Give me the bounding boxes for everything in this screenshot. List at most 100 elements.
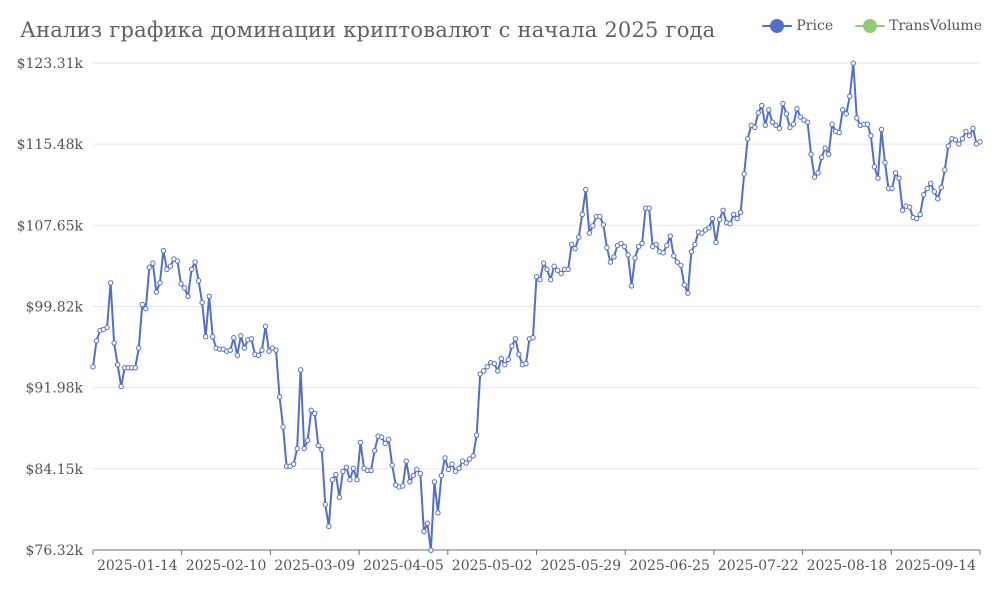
price-point — [871, 164, 878, 170]
price-point — [766, 107, 772, 113]
price-point — [484, 364, 490, 370]
price-point — [368, 467, 374, 474]
price-point — [681, 282, 688, 288]
price-point — [727, 221, 733, 227]
price-point — [481, 368, 487, 374]
price-point — [414, 466, 420, 473]
price-point — [255, 352, 262, 359]
price-point — [586, 230, 592, 236]
price-point — [333, 471, 339, 478]
price-point — [301, 445, 307, 452]
price-point — [568, 241, 575, 248]
price-point — [308, 407, 314, 413]
price-point — [864, 121, 871, 127]
price-point — [547, 277, 554, 283]
price-point — [192, 259, 198, 265]
price-point — [290, 461, 297, 467]
price-point — [136, 345, 142, 351]
price-point — [878, 126, 885, 133]
price-point — [688, 249, 695, 255]
price-point — [752, 124, 758, 131]
price-point — [206, 293, 212, 299]
price-point — [262, 323, 269, 330]
legend-swatch-price — [762, 19, 793, 33]
price-point — [847, 93, 853, 99]
y-tick-label: $123.31k — [17, 56, 84, 72]
legend-item-transvolume[interactable]: TransVolume — [855, 18, 982, 34]
price-point — [935, 196, 941, 202]
legend-item-price[interactable]: Price — [762, 18, 833, 34]
price-point — [209, 334, 216, 340]
legend-label-transvolume: TransVolume — [889, 18, 982, 34]
price-point — [417, 470, 424, 477]
x-tick-label: 2025-08-18 — [807, 558, 888, 574]
chart-title: Анализ графика доминации криптовалют с н… — [20, 18, 716, 42]
y-tick-label: $107.65k — [17, 218, 84, 234]
price-point — [424, 520, 431, 526]
price-point — [305, 437, 311, 444]
price-point — [540, 260, 547, 266]
price-point — [773, 122, 779, 128]
price-point — [174, 258, 181, 264]
price-point — [829, 121, 835, 127]
price-point — [407, 479, 413, 485]
price-point — [685, 290, 691, 296]
price-point — [533, 273, 540, 280]
price-point — [600, 222, 607, 228]
price-point — [153, 289, 160, 295]
y-tick-label: $99.82k — [26, 299, 84, 315]
price-point — [132, 365, 138, 371]
price-point — [185, 293, 191, 299]
price-point — [730, 211, 737, 218]
price-point — [840, 107, 846, 113]
price-point — [371, 448, 378, 454]
price-point — [611, 254, 617, 260]
price-point — [952, 137, 959, 143]
price-point — [850, 60, 856, 66]
price-point — [435, 510, 441, 516]
price-point — [769, 119, 776, 125]
price-point — [477, 371, 483, 377]
price-point — [347, 477, 353, 483]
price-point — [378, 434, 385, 440]
price-point — [899, 207, 906, 213]
price-point — [797, 114, 804, 120]
price-point — [104, 324, 110, 331]
price-point — [354, 477, 360, 483]
price-point — [709, 215, 716, 222]
price-point — [167, 263, 174, 269]
price-point — [428, 547, 434, 553]
price-point — [357, 439, 364, 446]
price-point — [259, 347, 265, 353]
price-point — [452, 468, 459, 475]
price-point — [565, 266, 571, 273]
y-tick-label: $84.15k — [26, 462, 84, 478]
price-point — [438, 472, 445, 479]
x-tick-label: 2025-04-05 — [363, 558, 444, 574]
y-tick-label: $76.32k — [26, 543, 84, 559]
price-point — [93, 338, 100, 344]
price-point — [639, 240, 645, 247]
price-point — [160, 247, 167, 254]
price-point — [463, 460, 469, 466]
price-point — [181, 285, 188, 291]
price-point — [635, 243, 642, 250]
price-point — [741, 171, 747, 177]
price-point — [509, 343, 515, 349]
x-tick-label: 2025-01-14 — [97, 558, 178, 574]
price-point — [350, 465, 357, 472]
price-point — [389, 462, 395, 468]
price-point — [403, 458, 409, 464]
price-point — [146, 264, 153, 270]
x-tick-label: 2025-07-22 — [718, 558, 799, 574]
price-point — [572, 245, 578, 252]
price-point — [551, 263, 557, 269]
price-point — [674, 259, 680, 265]
price-point — [421, 528, 427, 535]
price-point — [312, 410, 318, 417]
price-point — [977, 139, 983, 145]
price-point — [692, 241, 698, 248]
price-point — [495, 368, 501, 374]
price-point — [780, 100, 786, 107]
